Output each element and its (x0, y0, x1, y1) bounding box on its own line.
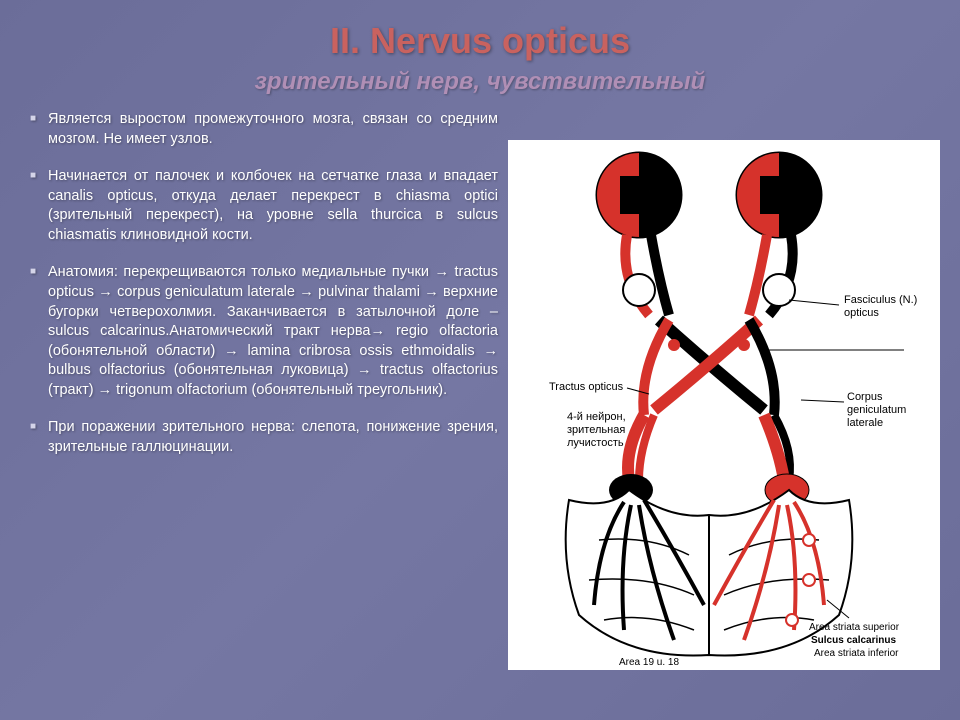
svg-text:лучистость: лучистость (567, 437, 624, 449)
optic-nerve-diagram: Fasciculus (N.) opticus Tractus opticus … (508, 140, 940, 670)
content-row: Является выростом промежуточного мозга, … (30, 110, 930, 700)
eye-left-icon (597, 153, 681, 237)
svg-text:laterale: laterale (847, 417, 883, 429)
bullet-item: Анатомия: перекрещиваются только медиаль… (30, 263, 498, 400)
label-area-sup: Area striata superior (809, 622, 900, 633)
bullet-item: При поражении зрительного нерва: слепота… (30, 418, 498, 457)
label-fasciculus: Fasciculus (N.) (844, 294, 917, 306)
bullet-item: Является выростом промежуточного мозга, … (30, 110, 498, 149)
label-sulcus: Sulcus calcarinus (811, 635, 896, 646)
bullet-item: Начинается от палочек и колбочек на сетч… (30, 167, 498, 245)
svg-text:geniculatum: geniculatum (847, 404, 906, 416)
diagram-column: Fasciculus (N.) opticus Tractus opticus … (508, 110, 940, 700)
label-neuron4: 4-й нейрон, (567, 411, 626, 423)
label-tractus: Tractus opticus (549, 381, 624, 393)
text-column: Является выростом промежуточного мозга, … (30, 110, 498, 700)
slide-title: II. Nervus opticus (30, 20, 930, 62)
slide-subtitle: зрительный нерв, чувствительный (30, 68, 930, 96)
label-area-inf: Area striata inferior (814, 648, 899, 659)
label-corpus: Corpus (847, 391, 883, 403)
label-area-left: Area 19 u. 18 (619, 657, 679, 668)
slide: II. Nervus opticus зрительный нерв, чувс… (0, 0, 960, 720)
svg-text:opticus: opticus (844, 307, 879, 319)
bullet-list: Является выростом промежуточного мозга, … (30, 110, 498, 475)
eye-right-icon (737, 153, 821, 237)
svg-text:зрительная: зрительная (567, 424, 625, 436)
